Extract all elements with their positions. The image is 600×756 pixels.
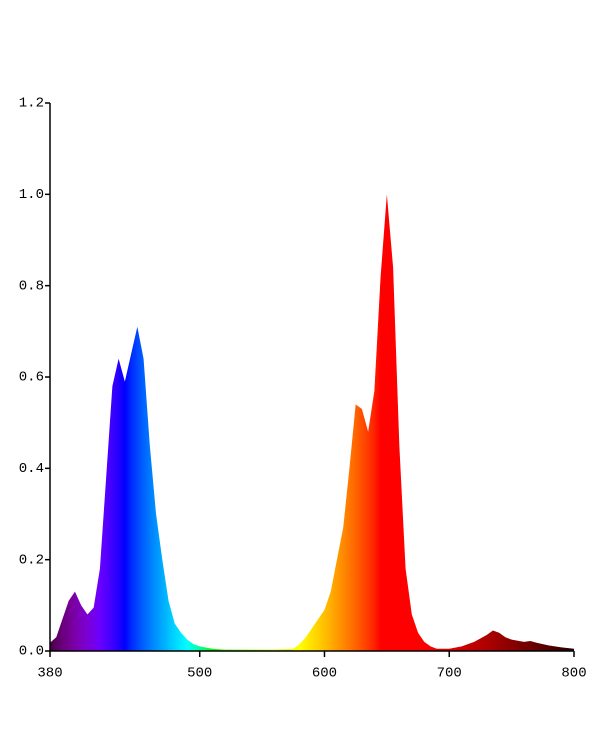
y-tick-label: 1.2 [19, 96, 44, 112]
y-tick-label: 0.8 [19, 278, 44, 294]
x-tick-label: 380 [37, 666, 62, 682]
x-tick-label: 700 [437, 666, 462, 682]
y-tick-label: 0.4 [19, 461, 44, 477]
x-tick-label: 800 [561, 666, 586, 682]
x-tick-label: 500 [187, 666, 212, 682]
y-tick-label: 1.0 [19, 187, 44, 203]
y-tick-label: 0.6 [19, 370, 44, 386]
y-tick-label: 0.2 [19, 552, 44, 568]
y-tick-label: 0.0 [19, 644, 44, 660]
x-tick-label: 600 [312, 666, 337, 682]
spectrum-area [50, 194, 574, 652]
